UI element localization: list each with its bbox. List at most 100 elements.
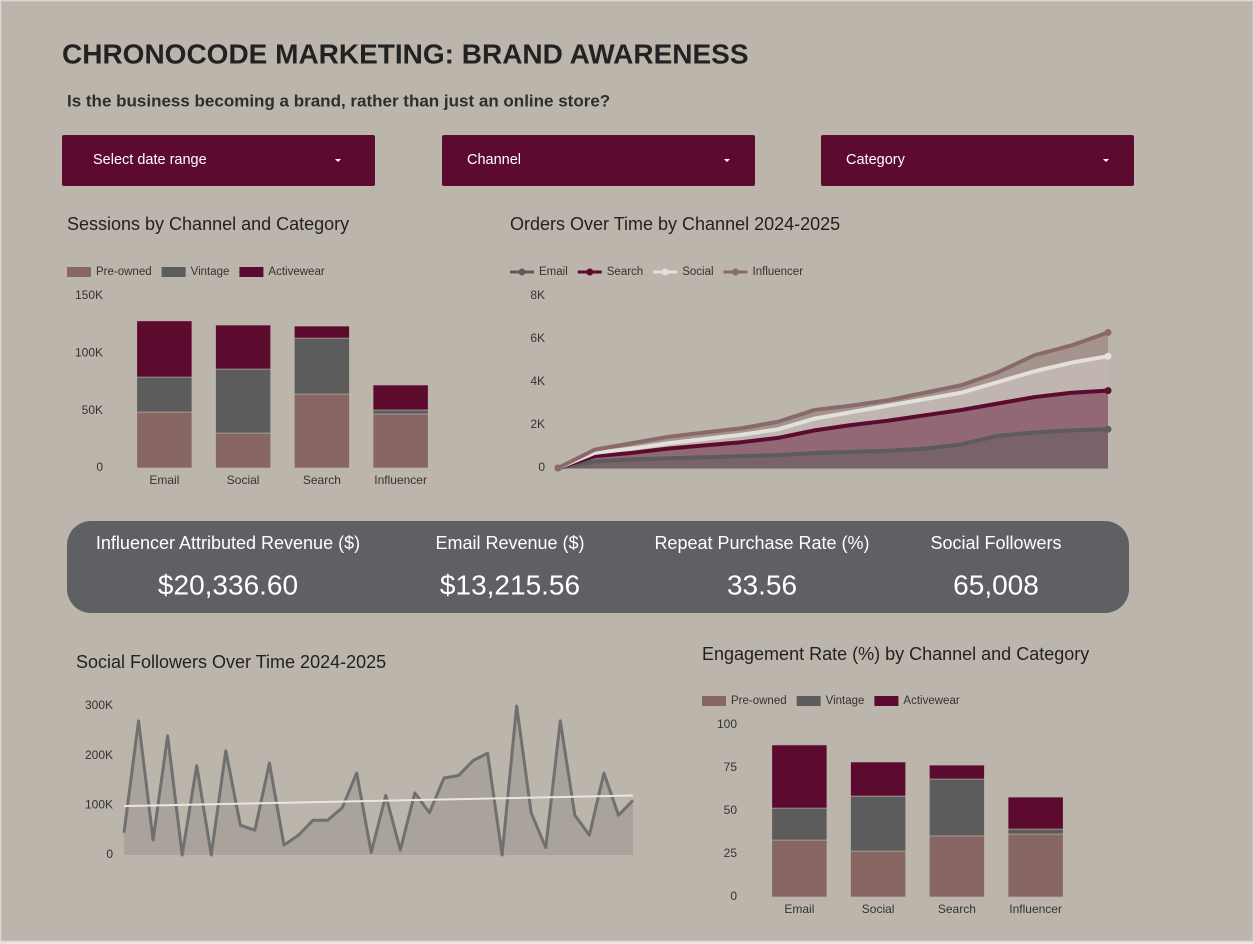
y-tick-label: 200K — [85, 748, 113, 762]
bar-segment — [929, 764, 985, 780]
y-tick-label: 0 — [106, 847, 113, 861]
bar-segment — [1007, 796, 1064, 830]
y-tick-label: 6K — [530, 331, 545, 345]
series-line — [557, 354, 1109, 470]
legend-swatch — [586, 268, 594, 276]
lines — [122, 704, 635, 857]
kpi-panel — [67, 521, 1129, 613]
legend-swatch — [67, 267, 91, 277]
legend-swatch — [518, 268, 526, 276]
x-tick-label: Social — [227, 473, 260, 487]
series-line — [557, 330, 1109, 470]
chart-title: Sessions by Channel and Category — [67, 214, 349, 234]
kpi-value: $20,336.60 — [158, 569, 298, 600]
y-tick-label: 50K — [82, 403, 103, 417]
y-tick-label: 25 — [724, 846, 738, 860]
legend-label: Search — [607, 266, 643, 278]
chart-title: Engagement Rate (%) by Channel and Categ… — [702, 644, 1089, 664]
legend-label: Vintage — [826, 695, 865, 707]
y-tick-label: 100 — [717, 717, 737, 731]
legend-label: Activewear — [268, 266, 324, 278]
legend-label: Social — [682, 266, 713, 278]
kpi-label: Repeat Purchase Rate (%) — [654, 533, 869, 553]
series-start — [554, 464, 562, 472]
x-tick-label: Social — [862, 902, 895, 916]
bar-segment — [372, 409, 429, 415]
bar-segment — [850, 761, 906, 797]
filter-dropdown[interactable]: Select date range — [62, 135, 375, 186]
dropdown-arrow[interactable] — [724, 159, 730, 162]
x-tick-label: Email — [784, 902, 814, 916]
legend-swatch — [874, 696, 899, 706]
x-tick-label: Search — [303, 473, 341, 487]
trend-line — [123, 794, 634, 808]
series-line — [557, 427, 1109, 470]
y-tick-label: 100K — [85, 798, 113, 812]
bar-segment — [850, 850, 906, 898]
legend-label: Activewear — [903, 695, 959, 707]
y-tick-label: 4K — [530, 374, 545, 388]
bar-segment — [136, 376, 193, 413]
y-tick-label: 0 — [538, 460, 545, 474]
legend-swatch — [732, 268, 740, 276]
series-end — [1104, 425, 1112, 433]
kpi-label: Email Revenue ($) — [435, 533, 584, 553]
bar-segment — [294, 337, 350, 395]
page-title: CHRONOCODE MARKETING: BRAND AWARENESS — [62, 38, 749, 69]
dropdown-box[interactable] — [62, 135, 375, 186]
y-tick-label: 0 — [730, 889, 737, 903]
legend-swatch — [161, 267, 186, 277]
series-area — [558, 356, 1108, 468]
legend-label: Vintage — [191, 266, 230, 278]
bar-segment — [136, 411, 193, 469]
bar-segment — [294, 325, 350, 339]
legend-label: Email — [539, 266, 568, 278]
bar-segment — [1007, 833, 1064, 898]
y-tick-label: 8K — [530, 288, 545, 302]
bar-segment — [771, 807, 828, 841]
filter-dropdown[interactable]: Channel — [442, 135, 755, 186]
dropdown-label[interactable]: Select date range — [93, 152, 207, 168]
series-line — [122, 704, 635, 857]
bar-segment — [215, 432, 271, 469]
bar-segment — [372, 413, 429, 469]
lines — [554, 329, 1112, 472]
x-tick-label: Influencer — [1009, 902, 1062, 916]
bar-segment — [850, 795, 906, 852]
legend-swatch — [661, 268, 669, 276]
bar-segment — [929, 778, 985, 837]
x-tick-label: Influencer — [374, 473, 427, 487]
dropdown-label[interactable]: Channel — [467, 152, 521, 168]
dropdown-box[interactable] — [821, 135, 1134, 186]
legend-swatch — [796, 696, 821, 706]
dropdown-arrow[interactable] — [1103, 159, 1109, 162]
y-tick-label: 0 — [96, 460, 103, 474]
legend-label: Pre-owned — [731, 695, 787, 707]
series-end — [1104, 329, 1112, 337]
legend-swatch — [702, 696, 726, 706]
bar-segment — [215, 368, 271, 434]
y-tick-label: 75 — [724, 760, 738, 774]
y-tick-label: 50 — [724, 803, 738, 817]
bar-segment — [372, 384, 429, 411]
dropdown-box[interactable] — [442, 135, 755, 186]
y-tick-label: 150K — [75, 288, 103, 302]
y-tick-label: 2K — [530, 417, 545, 431]
kpi-label: Influencer Attributed Revenue ($) — [96, 533, 360, 553]
bar-segment — [215, 324, 271, 370]
legend-label: Influencer — [753, 266, 804, 278]
dropdown-label[interactable]: Category — [846, 152, 906, 168]
filter-dropdown[interactable]: Category — [821, 135, 1134, 186]
kpi-value: 33.56 — [727, 569, 797, 600]
legend-swatch — [239, 267, 264, 277]
bar-segment — [929, 835, 985, 898]
bar-segment — [771, 744, 828, 809]
y-tick-label: 300K — [85, 698, 113, 712]
dropdown-arrow[interactable] — [335, 159, 341, 162]
kpi-label: Social Followers — [930, 533, 1061, 553]
x-tick-label: Search — [938, 902, 976, 916]
kpi-value: 65,008 — [953, 569, 1039, 600]
kpi-value: $13,215.56 — [440, 569, 580, 600]
series-end — [1104, 352, 1112, 360]
